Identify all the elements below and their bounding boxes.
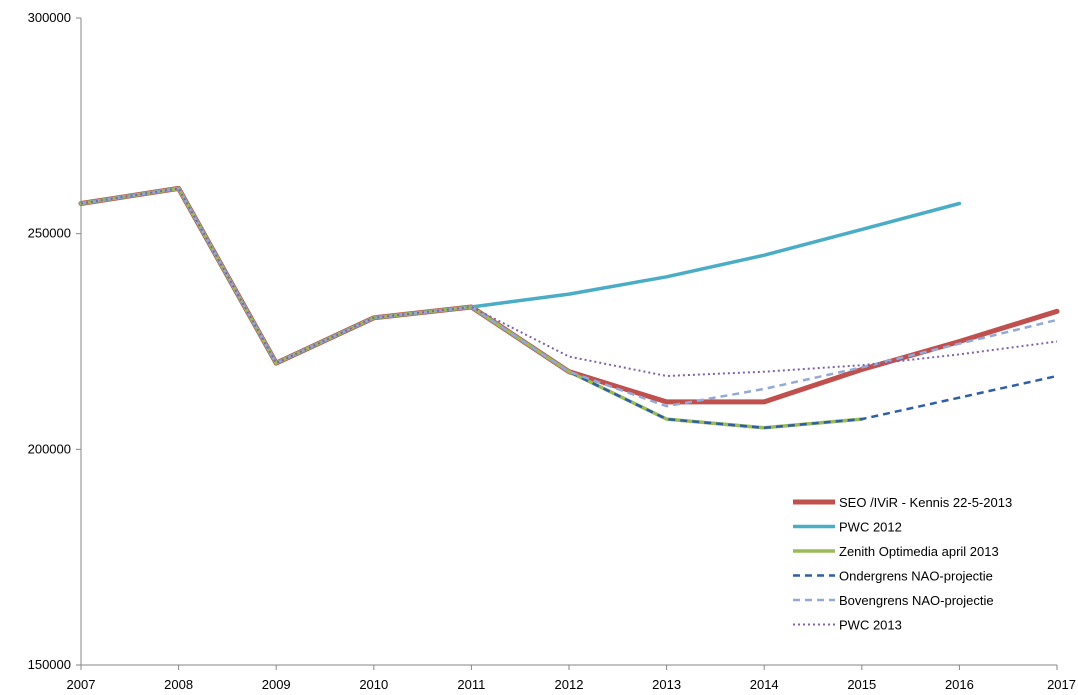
legend-label: PWC 2012 [839,520,902,535]
legend-label: Bovengrens NAO-projectie [839,593,994,608]
series-line-5 [80,187,1058,377]
y-tick-label: 250000 [28,226,71,241]
series-line-4 [80,187,1058,408]
x-tick-label: 2009 [262,677,291,692]
x-tick-label: 2012 [555,677,584,692]
legend: SEO /IViR - Kennis 22-5-2013 PWC 2012 Zeni… [793,495,1012,633]
legend-label: Zenith Optimedia april 2013 [839,544,999,559]
x-tick-label: 2014 [750,677,779,692]
legend-label: PWC 2013 [839,618,902,633]
x-tick-label: 2010 [359,677,388,692]
y-tick-label: 150000 [28,657,71,672]
x-tick-label: 2013 [652,677,681,692]
x-tick-label: 2015 [847,677,876,692]
x-tick-label: 2017 [1047,677,1076,692]
series-line-3 [80,187,1058,430]
x-tick-label: 2007 [67,677,96,692]
legend-label: SEO /IViR - Kennis 22-5-2013 [839,495,1012,510]
x-tick-label: 2011 [457,677,485,692]
x-tick-label: 2008 [164,677,193,692]
y-tick-label: 300000 [28,10,71,25]
y-tick-label: 200000 [28,441,71,456]
axes: 150000 200000 250000 300000 2007 2008 2009 2010… [28,10,1076,692]
legend-label: Ondergrens NAO-projectie [839,569,993,584]
x-tick-label: 2016 [945,677,974,692]
series-layer [78,185,1060,430]
